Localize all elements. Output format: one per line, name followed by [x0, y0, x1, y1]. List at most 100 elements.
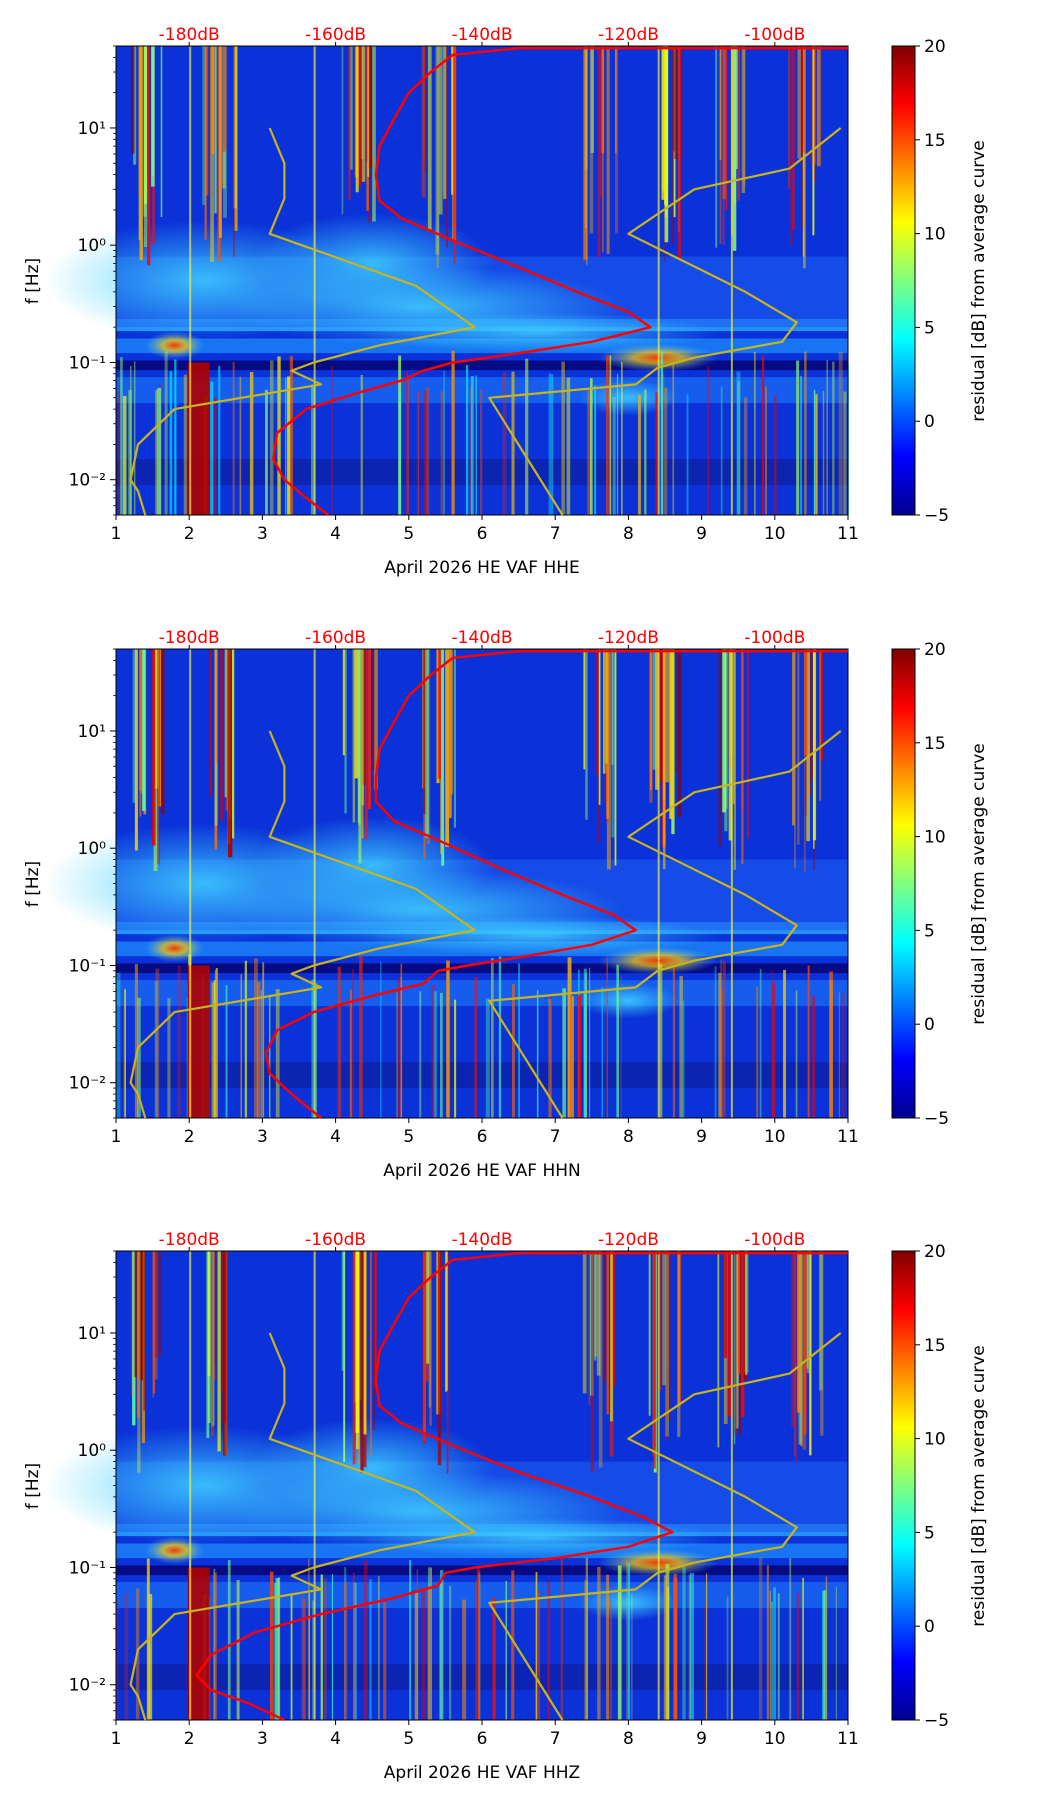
spectrogram-streak — [665, 1251, 669, 1437]
db-tick-label: -140dB — [451, 628, 512, 648]
spectrogram-streak — [383, 1602, 387, 1720]
spectrogram-streak — [134, 1251, 139, 1378]
spectrogram-streak — [598, 649, 601, 806]
spectrogram-streak — [789, 1558, 792, 1720]
spectrogram-streak — [815, 394, 818, 515]
x-tick-label: 5 — [403, 1127, 414, 1147]
spectrogram-streak — [133, 361, 136, 515]
spectrogram-streak — [679, 975, 683, 1118]
spectrogram-streak — [186, 997, 189, 1118]
db-tick-label: -140dB — [451, 25, 512, 45]
spectrogram-blob — [360, 312, 721, 353]
x-tick-label: 7 — [550, 1127, 561, 1147]
db-tick-label: -120dB — [598, 25, 659, 45]
spectrogram-streak — [217, 1251, 221, 1452]
spectrogram-streak — [120, 357, 123, 515]
spectrogram-streak — [433, 991, 437, 1118]
spectrogram-streak — [443, 370, 445, 515]
spectrogram-streak — [548, 998, 552, 1118]
spectrogram-streak — [469, 386, 473, 515]
x-axis-label-hhn: April 2026 HE VAF HHN — [383, 1161, 581, 1181]
spectrogram-streak — [427, 46, 432, 232]
db-ticks-hhn: -180dB -160dB -140dB -120dB -100dB — [159, 628, 805, 649]
spectrogram-streak — [611, 649, 615, 838]
spectrogram-streak — [428, 1567, 432, 1720]
spectrogram-streak — [606, 1574, 610, 1720]
spectrogram-streak — [212, 1251, 214, 1438]
spectrogram-streak — [204, 46, 207, 240]
spectrogram-streak — [130, 46, 135, 154]
colorbar-tick-label: 5 — [924, 1523, 935, 1543]
spectrogram-line — [313, 46, 316, 515]
spectrogram-streak — [215, 967, 218, 1118]
spectrogram-streak — [819, 649, 824, 761]
y-tick-label: 10¹ — [78, 1324, 106, 1344]
spectrogram-streak — [123, 999, 125, 1118]
x-tick-label: 4 — [330, 524, 341, 544]
colorbar-tick-label: 0 — [924, 412, 935, 432]
spectrogram-streak — [561, 361, 565, 515]
spectrogram-streak — [655, 392, 659, 515]
spectrogram-streak — [439, 992, 443, 1118]
spectrogram-streak — [174, 359, 177, 515]
spectrogram-streak — [130, 365, 132, 515]
spectrogram-streak — [453, 46, 456, 264]
spectrogram-streak — [788, 46, 791, 190]
spectrogram-streak — [838, 351, 843, 515]
spectrogram-streak — [373, 1251, 377, 1389]
spectrogram-streak — [311, 979, 315, 1118]
spectrogram-streak — [144, 46, 148, 247]
spectrogram-streak — [222, 46, 227, 152]
spectrogram-streak — [803, 649, 808, 756]
db-tick-label: -180dB — [159, 1230, 220, 1250]
spectrogram-streak — [117, 391, 121, 515]
spectrogram-line — [730, 649, 733, 1118]
spectrogram-streak — [476, 1568, 480, 1720]
spectrogram-streak — [417, 391, 420, 515]
colorbar-tick-label: 10 — [924, 828, 946, 848]
spectrogram-line — [189, 1251, 192, 1720]
panel-hhz: -180dB -160dB -140dB -120dB -100dB 1 2 3 4 5 6 7 8 9… — [23, 1230, 989, 1783]
spectrogram-band — [116, 1582, 848, 1609]
spectrogram-streak — [843, 391, 847, 515]
spectrogram-streak — [734, 1251, 738, 1435]
spectrogram-streak — [518, 963, 520, 1118]
spectrogram-streak — [649, 649, 653, 791]
x-tick-label: 10 — [764, 524, 786, 544]
spectrogram-blob — [252, 213, 493, 314]
spectrogram-streak — [616, 964, 619, 1118]
spectrogram-streak — [677, 46, 682, 260]
spectrogram-streak — [158, 1251, 162, 1357]
spectrogram-streak — [652, 649, 657, 770]
spectrogram-streak — [538, 1590, 541, 1720]
spectrogram-streak — [674, 649, 678, 773]
spectrogram-streak — [590, 1251, 594, 1473]
spectrogram-streak — [155, 389, 159, 515]
x-tick-label: 2 — [184, 524, 195, 544]
spectrogram-streak — [249, 372, 254, 515]
spectrogram-line — [730, 46, 733, 515]
spectrogram-streak — [260, 990, 263, 1118]
spectrogram-streak — [349, 989, 352, 1118]
db-ticks-hhz: -180dB -160dB -140dB -120dB -100dB — [159, 1230, 805, 1251]
spectrogram-streak — [806, 1251, 809, 1369]
spectrogram-streak — [419, 991, 422, 1118]
x-tick-label: 4 — [330, 1127, 341, 1147]
spectrogram-streak — [792, 649, 795, 826]
spectrogram-streak — [771, 982, 776, 1118]
colorbar-tick-label: 15 — [924, 1336, 946, 1356]
x-tick-label: 1 — [111, 1729, 122, 1749]
spectrogram-streak — [232, 361, 235, 515]
spectrogram-streak — [595, 649, 599, 775]
colorbar-tick-label: 15 — [924, 734, 946, 754]
spectrogram-streak — [665, 649, 670, 783]
spectrogram-band — [116, 1664, 848, 1691]
spectrogram-streak — [800, 1251, 804, 1447]
spectrogram-streak — [156, 649, 160, 865]
spectrogram-streak — [582, 1251, 587, 1394]
spectrogram-streak — [720, 386, 723, 515]
spectrogram-streak — [169, 371, 173, 515]
colorbar-tick-label: 0 — [924, 1015, 935, 1035]
spectrogram-streak — [358, 649, 362, 864]
spectrogram-streak — [301, 1595, 303, 1720]
